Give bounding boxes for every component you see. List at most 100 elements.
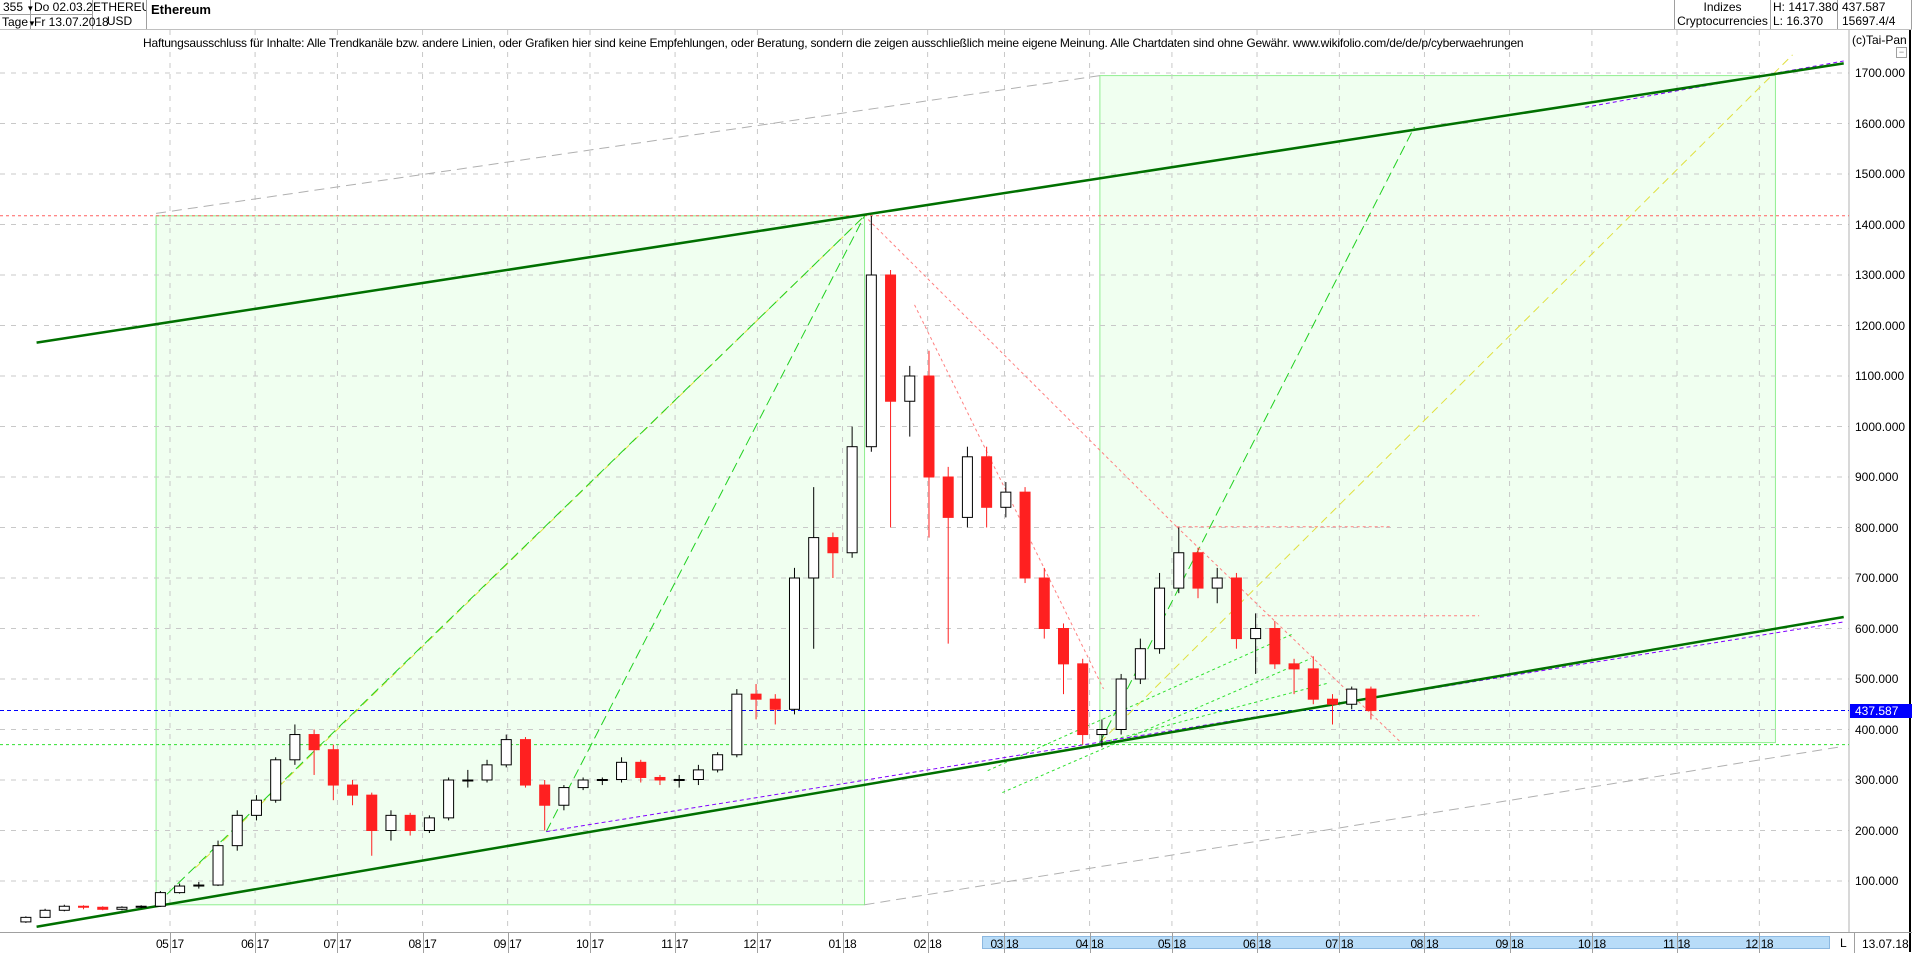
- candle-down: [1327, 698, 1338, 705]
- date-to-field[interactable]: Fr 13.07.2018: [31, 15, 109, 29]
- price-tick-label: 700.000: [1855, 571, 1899, 585]
- bars-count-dropdown[interactable]: 355 ▼: [0, 0, 34, 15]
- candle-down: [942, 476, 954, 518]
- candle-up: [577, 779, 589, 789]
- currency: USD: [106, 14, 133, 28]
- bars-count-value: 355: [3, 0, 24, 14]
- candle-up: [462, 779, 474, 782]
- price-tick-label: 800.000: [1855, 520, 1899, 535]
- candle-up: [154, 892, 166, 907]
- price-tick-label: 1200.000: [1855, 318, 1906, 333]
- last-value: 437.587: [1842, 0, 1886, 14]
- disclaimer-text: Haftungsausschluss für Inhalte: Alle Tre…: [143, 36, 1524, 50]
- candle-down: [539, 784, 551, 806]
- time-tick-label: 01 18: [828, 937, 857, 951]
- candle-up: [212, 845, 224, 886]
- candle-up: [500, 739, 512, 766]
- candle-down: [923, 375, 935, 478]
- period-dropdown[interactable]: Tage▼: [0, 15, 36, 29]
- time-tick-label: 11 18: [1663, 937, 1690, 951]
- time-tick: [589, 933, 591, 953]
- candle-up: [423, 817, 435, 831]
- last-cell: 437.587 15697.4/4: [1838, 0, 1912, 29]
- time-tick: [1004, 933, 1006, 953]
- candle-down: [404, 814, 416, 831]
- time-tick-label: 07 17: [323, 937, 352, 951]
- time-tick: [1089, 933, 1091, 953]
- time-scrollbar[interactable]: [982, 936, 1830, 949]
- time-tick: [337, 933, 339, 953]
- time-tick-label: 12 18: [1745, 937, 1774, 951]
- candle-up: [558, 787, 570, 806]
- candle-up: [481, 764, 493, 781]
- time-tick-label: 04 18: [1075, 937, 1104, 951]
- price-tick-label: 900.000: [1855, 470, 1899, 484]
- candle-down: [1288, 663, 1300, 670]
- candle-down: [769, 698, 781, 710]
- candle-down: [1230, 577, 1242, 640]
- candle-up: [692, 769, 704, 780]
- candle-up: [904, 375, 916, 402]
- candle-up: [174, 885, 186, 894]
- candle-up: [808, 537, 820, 579]
- candle-up: [231, 814, 243, 847]
- candle-down: [1077, 663, 1089, 736]
- green-fan-line: [545, 215, 865, 832]
- candle-up: [1173, 552, 1185, 589]
- last-price-badge: 437.587: [1850, 703, 1912, 718]
- candle-down: [97, 906, 109, 910]
- candle-down: [308, 734, 320, 751]
- candle-up: [135, 905, 147, 908]
- candle-up: [865, 274, 877, 448]
- candle-down: [1365, 688, 1377, 712]
- time-tick: [507, 933, 509, 953]
- price-tick-label: 200.000: [1855, 823, 1899, 838]
- volume-value: 15697.4/4: [1842, 14, 1896, 28]
- axis-divider: [1854, 933, 1855, 953]
- time-tick-label: 08 17: [408, 937, 437, 951]
- end-date-label: 13.07.18: [1862, 937, 1909, 951]
- time-tick-label: 06 17: [241, 937, 269, 951]
- period-value: Tage: [2, 15, 29, 29]
- time-tick: [170, 933, 171, 953]
- lower-channel-line: [36, 615, 1844, 928]
- candle-down: [1269, 628, 1281, 665]
- category-cell: Indizes Cryptocurrencies: [1674, 0, 1771, 29]
- chevron-down-icon: ▼: [28, 19, 36, 28]
- candle-down: [635, 761, 647, 778]
- price-tick-label: 1600.000: [1855, 116, 1906, 131]
- candle-down: [519, 739, 531, 786]
- candle-down: [654, 776, 666, 781]
- candle-down: [981, 456, 993, 508]
- date-from-field[interactable]: Do 02.03.2017: [31, 0, 93, 15]
- candle-up: [193, 884, 205, 887]
- time-tick-label: 11 17: [661, 937, 688, 951]
- yellow-fan-line: [1099, 54, 1793, 743]
- candle-up: [385, 814, 397, 831]
- time-tick-label: 10 18: [1577, 937, 1606, 951]
- price-tick-label: 1300.000: [1855, 268, 1906, 282]
- symbol: ETHEREUM: [93, 0, 146, 14]
- candle-down: [366, 794, 378, 832]
- collapse-button[interactable]: −: [1896, 47, 1907, 58]
- price-tick-label: 600.000: [1855, 621, 1899, 636]
- time-tick: [1171, 933, 1173, 953]
- l-label[interactable]: L: [1840, 936, 1847, 950]
- low-value: L: 16.370: [1773, 14, 1824, 28]
- grey-dashed-line: [156, 75, 1100, 214]
- category-indizes: Indizes: [1703, 0, 1742, 14]
- high-value: H: 1417.380: [1773, 0, 1839, 14]
- price-tick-label: 1400.000: [1855, 217, 1906, 232]
- candle-up: [443, 779, 455, 819]
- time-tick-label: 09 18: [1495, 937, 1524, 951]
- candle-down: [1038, 577, 1050, 629]
- candle-down: [1057, 628, 1069, 665]
- red-trend-line: [914, 304, 1104, 690]
- candle-down: [827, 537, 839, 554]
- time-tick: [1759, 933, 1761, 953]
- time-tick: [1591, 933, 1593, 953]
- category-crypto: Cryptocurrencies: [1677, 14, 1768, 28]
- candle-up: [616, 761, 628, 780]
- time-tick: [1257, 933, 1259, 953]
